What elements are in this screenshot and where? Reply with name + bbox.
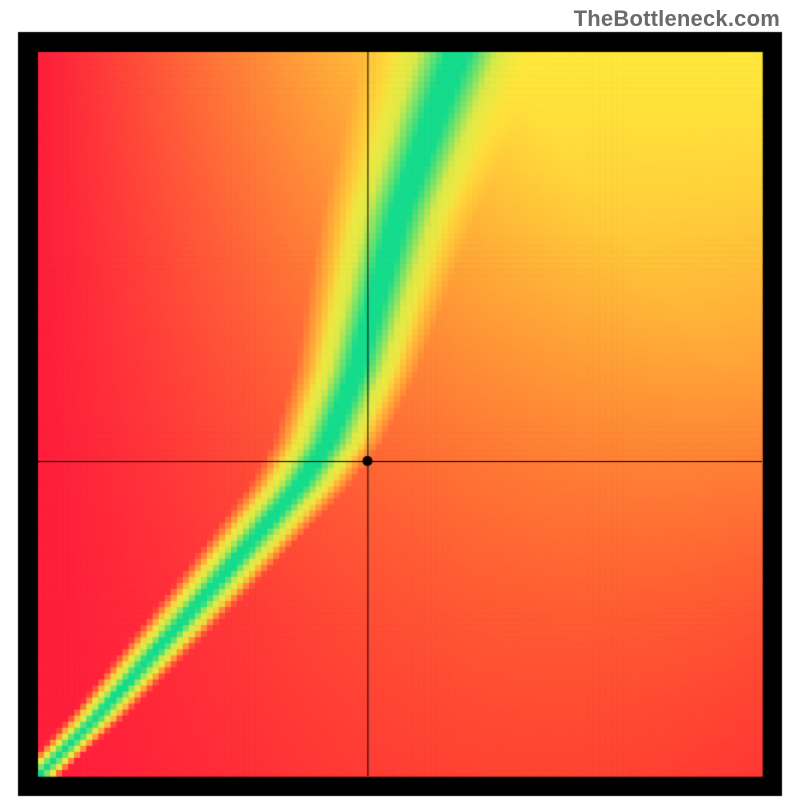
- watermark-text: TheBottleneck.com: [574, 6, 780, 32]
- chart-container: TheBottleneck.com: [0, 0, 800, 800]
- heatmap-canvas: [0, 0, 800, 800]
